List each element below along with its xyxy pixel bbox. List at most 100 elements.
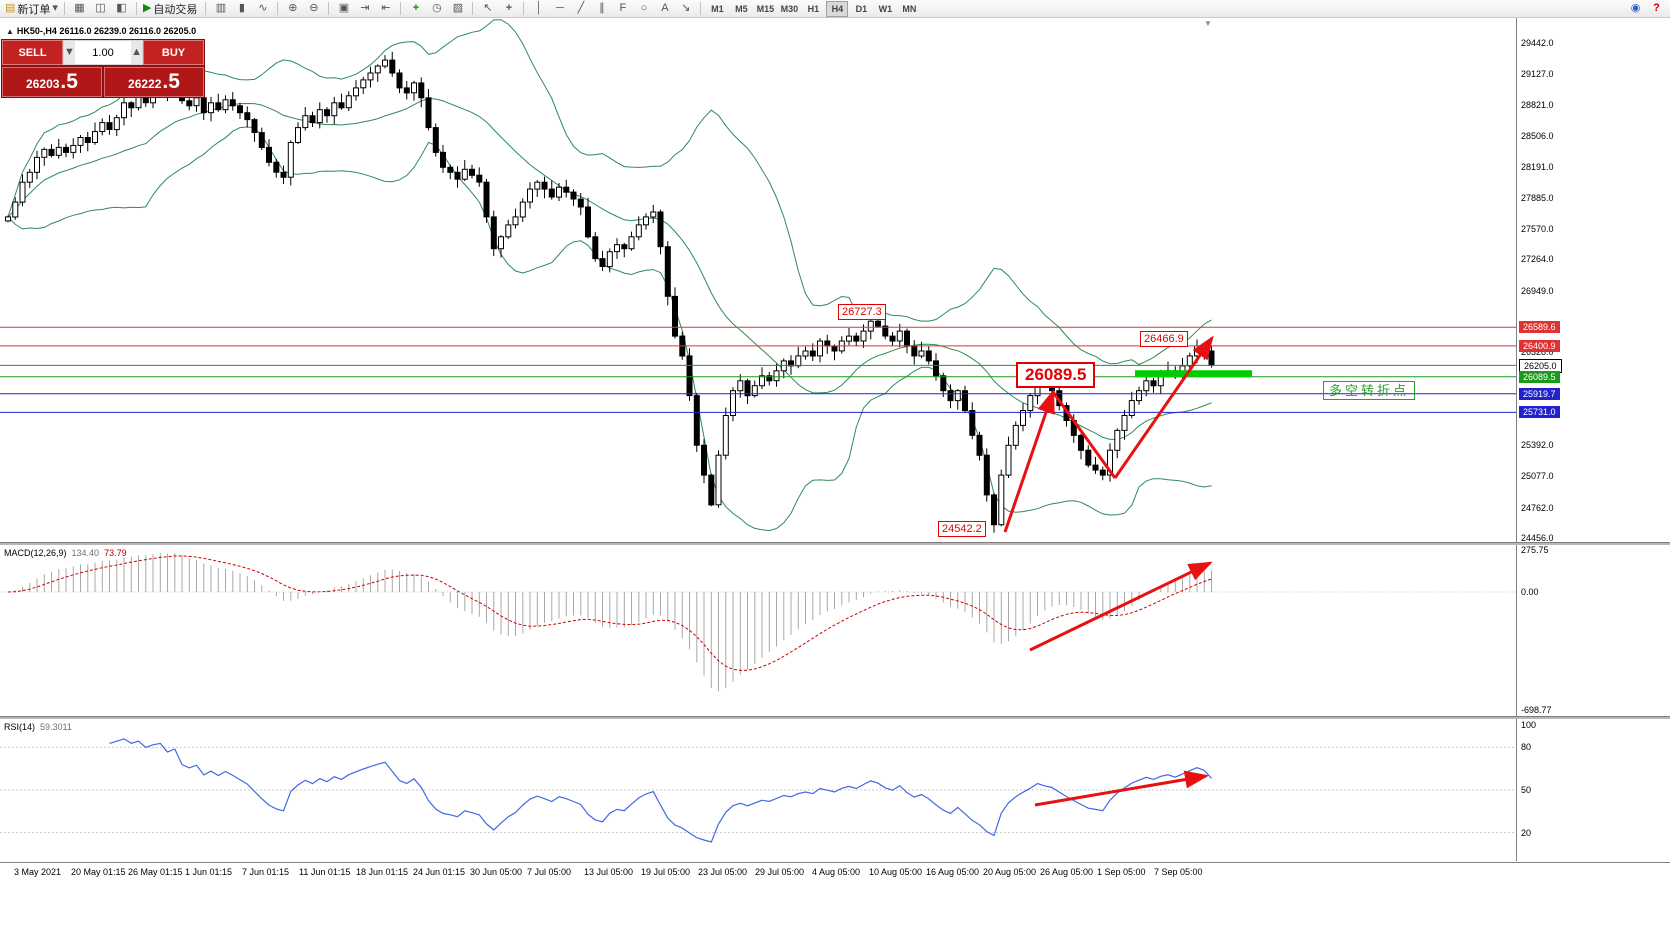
bar-chart-button[interactable]: ▥ xyxy=(210,1,231,17)
sell-price-display[interactable]: 26203.5 xyxy=(2,67,102,97)
new-order-caret-icon: ▾ xyxy=(52,2,58,14)
shapes-button[interactable]: ○ xyxy=(633,1,654,17)
time-axis-label: 10 Aug 05:00 xyxy=(869,867,923,877)
price-scale[interactable]: 29442.0 29127.0 28821.0 28506.0 28191.0 27885… xyxy=(1516,18,1670,543)
trend-zigzag-arrows[interactable] xyxy=(1003,335,1214,533)
buy-price-big-digit: .5 xyxy=(162,70,180,93)
timeframe-m5-button[interactable]: M5 xyxy=(735,3,748,14)
horizontal-level-lines xyxy=(0,326,1516,413)
chart-shift-marker-icon[interactable]: ▼ xyxy=(1204,19,1212,28)
shapes-icon: ○ xyxy=(640,2,648,14)
rsi-trend-arrow[interactable] xyxy=(1034,770,1209,807)
time-axis-label: 13 Jul 05:00 xyxy=(584,867,634,877)
auto-trading-button[interactable]: ▶ 自动交易 xyxy=(141,1,201,17)
data-window-button[interactable]: ◧ xyxy=(111,1,132,17)
main-toolbar: ▤ 新订单 ▾ ▦ ◫ ◧ ▶ 自动交易 ▥ ▮ ∿ ⊕ ⊖ ▣ ⇥ ⇤ + ◷ ▨ ↖ + │ ─ ╱… xyxy=(0,0,1670,18)
toolbar-separator xyxy=(523,2,525,15)
macd-signal-line xyxy=(7,555,1212,671)
time-axis-label: 7 Jul 05:00 xyxy=(527,867,572,877)
volume-input[interactable] xyxy=(74,41,132,64)
volume-down-button[interactable]: ▼ xyxy=(64,41,75,64)
timeframe-w1-button[interactable]: W1 xyxy=(878,3,893,14)
tile-windows-button[interactable]: ▣ xyxy=(333,1,354,17)
templates-button[interactable]: ▨ xyxy=(447,1,468,17)
charts-button[interactable]: ▦ xyxy=(69,1,90,17)
time-axis-label: 29 Jul 05:00 xyxy=(755,867,805,877)
sell-price-big-digit: .5 xyxy=(60,70,78,93)
time-axis-label: 26 Aug 05:00 xyxy=(1040,867,1094,877)
horizontal-line-button[interactable]: ─ xyxy=(549,1,570,17)
search-button[interactable]: ◉ xyxy=(1625,1,1646,17)
time-axis-label: 23 Jul 05:00 xyxy=(698,867,748,877)
timeframe-mn-button[interactable]: MN xyxy=(902,3,917,14)
crosshair-button[interactable]: + xyxy=(498,1,519,17)
time-axis-label: 26 May 01:15 xyxy=(128,867,183,877)
autotrading-play-icon: ▶ xyxy=(142,2,152,14)
price-scale-label: 25392.0 xyxy=(1521,440,1554,451)
rsi-line xyxy=(109,738,1212,843)
period-button[interactable]: ◷ xyxy=(426,1,447,17)
rsi-scale-label: 100 xyxy=(1521,720,1537,730)
indicators-add-button[interactable]: + xyxy=(405,1,426,17)
time-axis-label: 19 Jul 05:00 xyxy=(641,867,691,877)
fibonacci-button[interactable]: F xyxy=(612,1,633,17)
zoom-in-button[interactable]: ⊕ xyxy=(282,1,303,17)
price-scale-label: 28821.0 xyxy=(1521,99,1554,110)
help-button[interactable]: ? xyxy=(1646,1,1667,17)
macd-main-value: 134.40 xyxy=(71,548,100,558)
timeframe-m1-button[interactable]: M1 xyxy=(711,3,724,14)
macd-indicator-panel[interactable]: MACD(12,26,9) 134.40 73.79 xyxy=(0,545,1516,716)
sell-button[interactable]: SELL xyxy=(2,40,63,65)
cursor-button[interactable]: ↖ xyxy=(477,1,498,17)
zoom-out-button[interactable]: ⊖ xyxy=(303,1,324,17)
search-icon: ◉ xyxy=(1630,2,1641,14)
time-axis-label: 24 Jun 01:15 xyxy=(413,867,466,877)
arrow-tool-button[interactable]: ↘ xyxy=(675,1,696,17)
price-scale-label: 28506.0 xyxy=(1521,130,1554,141)
timeframe-h1-button[interactable]: H1 xyxy=(807,3,820,14)
time-axis[interactable]: 3 May 2021 20 May 01:15 26 May 01:15 1 Jun … xyxy=(0,862,1670,882)
line-chart-button[interactable]: ∿ xyxy=(252,1,273,17)
timeframe-d1-button[interactable]: D1 xyxy=(855,3,868,14)
vertical-line-button[interactable]: │ xyxy=(528,1,549,17)
chart-shift-button[interactable]: ⇤ xyxy=(375,1,396,17)
collapse-panel-icon[interactable]: ▲ xyxy=(6,27,14,36)
price-chart-plot[interactable] xyxy=(0,18,1516,542)
time-axis-label: 20 May 01:15 xyxy=(71,867,126,877)
auto-scroll-button[interactable]: ⇥ xyxy=(354,1,375,17)
rsi-indicator-panel[interactable]: RSI(14) 59.3011 xyxy=(0,719,1516,861)
buy-button[interactable]: BUY xyxy=(143,40,204,65)
price-level-marker: 25731.0 xyxy=(1519,406,1560,419)
text-button[interactable]: A xyxy=(654,1,675,17)
price-scale-label: 27264.0 xyxy=(1521,254,1554,265)
price-chart-panel[interactable]: ▲ HK50-,H4 26116.0 26239.0 26116.0 26205.… xyxy=(0,18,1516,542)
channel-button[interactable]: ∥ xyxy=(591,1,612,17)
period-icon: ◷ xyxy=(432,2,442,14)
one-click-trading-panel: SELL ▼ ▲ BUY 26203.5 26222.5 xyxy=(2,40,204,97)
timeframe-m30-button[interactable]: M30 xyxy=(780,3,799,14)
panel-splitter[interactable] xyxy=(0,716,1670,719)
timeframe-m15-button[interactable]: M15 xyxy=(756,3,775,14)
time-axis-label: 1 Sep 05:00 xyxy=(1097,867,1146,877)
volume-up-icon: ▲ xyxy=(131,46,142,58)
turning-point-note: 多空转折点 xyxy=(1323,381,1416,400)
horizontal-line-icon: ─ xyxy=(556,2,564,14)
macd-scale[interactable]: 275.75 0.00 -698.77 xyxy=(1516,545,1670,716)
profiles-button[interactable]: ◫ xyxy=(90,1,111,17)
trendline-button[interactable]: ╱ xyxy=(570,1,591,17)
rsi-scale[interactable]: 100 80 50 20 xyxy=(1516,719,1670,861)
rsi-title: RSI(14) xyxy=(4,722,36,732)
panel-splitter[interactable] xyxy=(0,542,1670,545)
buy-price-display[interactable]: 26222.5 xyxy=(104,67,204,97)
toolbar-separator xyxy=(472,2,474,15)
rsi-plot[interactable] xyxy=(0,719,1516,861)
candlestick-chart-button[interactable]: ▮ xyxy=(231,1,252,17)
timeframe-h4-button[interactable]: H4 xyxy=(826,0,849,17)
price-scale-label: 24456.0 xyxy=(1521,533,1554,543)
new-order-button[interactable]: ▤ 新订单 ▾ xyxy=(3,1,60,17)
volume-control: ▼ ▲ xyxy=(63,40,143,65)
macd-trend-arrow[interactable] xyxy=(1029,561,1213,652)
macd-plot[interactable] xyxy=(0,545,1516,716)
volume-up-button[interactable]: ▲ xyxy=(131,41,142,64)
toolbar-separator xyxy=(205,2,207,15)
